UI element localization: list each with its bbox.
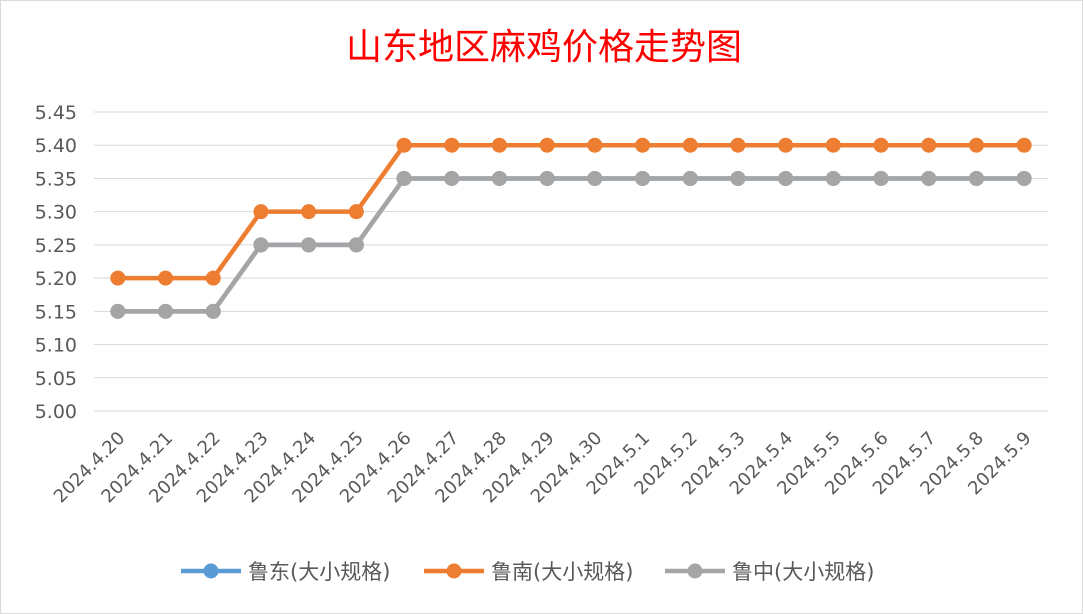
data-point <box>873 170 889 186</box>
y-tick-label: 5.30 <box>35 202 77 224</box>
series-group <box>110 137 1032 319</box>
data-point <box>873 137 889 153</box>
series-line <box>117 142 1025 281</box>
legend-marker <box>203 563 219 579</box>
gridlines <box>94 111 1048 412</box>
legend-marker <box>446 563 462 579</box>
data-point <box>921 170 937 186</box>
legend-entry: 鲁南(大小规格) <box>424 560 633 584</box>
data-point <box>158 270 174 286</box>
data-point <box>301 204 317 220</box>
data-point <box>491 170 507 186</box>
data-point <box>968 170 984 186</box>
data-point <box>491 137 507 153</box>
data-point <box>635 170 651 186</box>
y-tick-label: 5.20 <box>35 268 77 290</box>
data-point <box>778 137 794 153</box>
legend: 鲁东(大小规格) 鲁南(大小规格) 鲁中(大小规格) <box>181 560 874 584</box>
legend-entry: 鲁中(大小规格) <box>665 560 874 584</box>
data-point <box>396 170 412 186</box>
x-axis-ticks: 2024.4.202024.4.212024.4.222024.4.232024… <box>50 428 1036 508</box>
y-tick-label: 5.45 <box>35 102 77 124</box>
data-point <box>635 137 651 153</box>
data-point <box>348 237 364 253</box>
y-axis-ticks: 5.00 5.05 5.10 5.15 5.20 5.25 5.30 5.35 5.40 5.45 <box>35 102 77 423</box>
data-point <box>1016 137 1032 153</box>
data-point <box>444 170 460 186</box>
y-tick-label: 5.35 <box>35 168 77 190</box>
y-tick-label: 5.10 <box>35 335 77 357</box>
data-point <box>682 170 698 186</box>
legend-label: 鲁中(大小规格) <box>732 560 874 584</box>
data-point <box>968 137 984 153</box>
data-point <box>730 170 746 186</box>
series-2 <box>110 170 1032 319</box>
data-point <box>1016 170 1032 186</box>
data-point <box>444 137 460 153</box>
data-point <box>539 137 555 153</box>
y-tick-label: 5.05 <box>35 368 77 390</box>
y-tick-label: 5.25 <box>35 235 77 257</box>
legend-entry: 鲁东(大小规格) <box>181 560 390 584</box>
data-point <box>301 237 317 253</box>
data-point <box>921 137 937 153</box>
chart-title: 山东地区麻鸡价格走势图 <box>346 27 742 68</box>
data-point <box>825 137 841 153</box>
series-1 <box>110 137 1032 286</box>
data-point <box>253 237 269 253</box>
data-point <box>730 137 746 153</box>
y-tick-label: 5.00 <box>35 401 77 423</box>
data-point <box>110 303 126 319</box>
legend-marker <box>687 563 703 579</box>
data-point <box>682 137 698 153</box>
data-point <box>348 204 364 220</box>
data-point <box>158 303 174 319</box>
data-point <box>205 303 221 319</box>
legend-label: 鲁南(大小规格) <box>491 560 633 584</box>
legend-label: 鲁东(大小规格) <box>248 560 390 584</box>
data-point <box>587 137 603 153</box>
data-point <box>825 170 841 186</box>
data-point <box>778 170 794 186</box>
data-point <box>110 270 126 286</box>
data-point <box>253 204 269 220</box>
series-line <box>117 176 1025 314</box>
data-point <box>587 170 603 186</box>
data-point <box>396 137 412 153</box>
data-point <box>539 170 555 186</box>
data-point <box>205 270 221 286</box>
y-tick-label: 5.40 <box>35 135 77 157</box>
y-tick-label: 5.15 <box>35 301 77 323</box>
